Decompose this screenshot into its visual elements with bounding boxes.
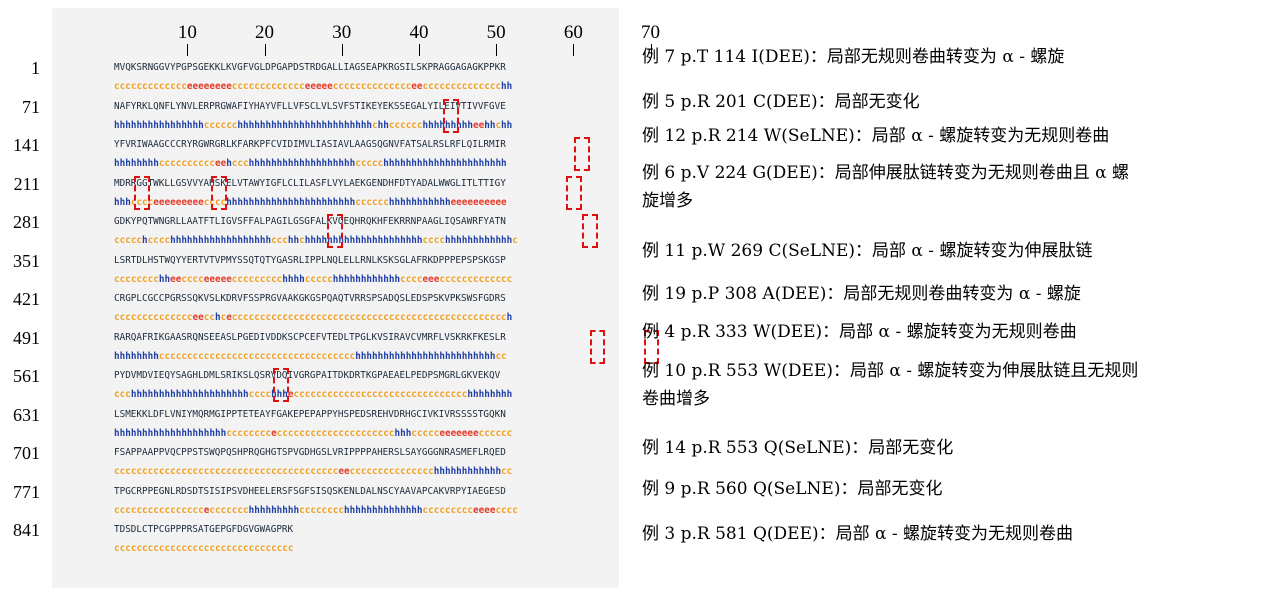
amino-acid-sequence: RARQAFRIKGAASRQNSEEASLPGEDIVDDKSCPCEFVTE… <box>114 331 506 343</box>
secondary-structure-line: cccccccccccccccccccccccccccccccc <box>114 543 294 554</box>
row-start-number: 561 <box>13 366 40 386</box>
ruler-tick <box>573 44 575 56</box>
amino-acid-sequence: LSMEKKLDFLVNIYMQRMGIPPTETEAYFGAKEPEPAPPY… <box>114 408 506 420</box>
amino-acid-sequence: TPGCRPPEGNLRDSDTSISIPSVDHEELERSFSGFSISQS… <box>114 485 506 497</box>
amino-acid-sequence: MVQKSRNGGVYPGPSGEKKLKVGFVGLDPGAPDSTRDGAL… <box>114 62 506 73</box>
amino-acid-sequence: GDKYPQTWNGRLLAATFTLIGVSFFALPAGILGSGFALKV… <box>114 216 506 227</box>
amino-acid-sequence: MDRRGGTWKLLGSVVYAHSKELVTAWYIGFLCLILASFLV… <box>114 177 506 189</box>
ruler-tick <box>264 44 266 56</box>
ruler-label: 10 <box>177 22 197 43</box>
mutation-note: 例 11 p.W 269 C(SeLNE)：局部 α - 螺旋转变为伸展肽链 <box>642 241 1093 261</box>
ruler-label: 40 <box>409 22 429 43</box>
mutation-marker <box>581 214 598 248</box>
amino-acid-sequence: FSAPPAAPPVQCPPSTSWQPQSHPRQGHGTSPVGDHGSLV… <box>114 447 506 458</box>
mutation-note: 例 10 p.R 553 W(DEE)：局部 α - 螺旋转变为伸展肽链且无规则 <box>642 361 1139 381</box>
row-start-number: 211 <box>13 173 40 194</box>
ruler-label: 70 <box>641 22 661 43</box>
secondary-structure-line: hhhhhhhhhhhhhhhhhhhhcccccccceccccccccccc… <box>114 427 513 439</box>
mutation-marker <box>134 175 150 210</box>
secondary-structure-line: cccccccchheecccceeeeeccccccccchhhhccccch… <box>114 273 513 285</box>
ruler-label: 50 <box>486 22 506 43</box>
secondary-structure-line: hhhcccceeeeeeeeecccchhhhhhhhhhhhhhhhhhhh… <box>114 196 507 208</box>
ruler-label: 60 <box>563 22 583 43</box>
mutation-marker <box>442 98 459 133</box>
mutation-note: 例 9 p.R 560 Q(SeLNE)：局部无变化 <box>642 479 943 499</box>
mutation-note: 例 6 p.V 224 G(DEE)：局部伸展肽链转变为无规则卷曲且 α 螺 <box>642 163 1130 183</box>
ruler-label: 20 <box>255 22 275 43</box>
row-start-number: 281 <box>13 212 40 232</box>
amino-acid-sequence: PYDVMDVIEQYSAGHLDMLSRIKSLQSRVDQIVGRGPAIT… <box>114 370 501 381</box>
secondary-structure-line: cccccccccccccccceccccccchhhhhhhhhccccccc… <box>114 504 518 516</box>
mutation-note: 例 7 p.T 114 I(DEE)：局部无规则卷曲转变为 α - 螺旋 <box>642 47 1065 67</box>
sequence-panel: 10 20 30 40 50 60 70 1 MVQKSRNGGVYPGPSGEKKLKVGF… <box>13 8 660 588</box>
mutation-marker <box>566 175 583 210</box>
amino-acid-sequence: LSRTDLHSTWQYYERTVTVPMYSSQTQTYGASRLIPPLNQ… <box>114 254 506 266</box>
ruler-tick <box>418 44 420 56</box>
mutation-marker <box>327 214 343 248</box>
mutation-note: 例 12 p.R 214 W(SeLNE)：局部 α - 螺旋转变为无规则卷曲 <box>642 126 1110 146</box>
secondary-structure-line: ccccchcccchhhhhhhhhhhhhhhhhhccchhchhhhhh… <box>114 235 518 246</box>
secondary-structure-line: hhhhhhhhcccccccccccccccccccccccccccccccc… <box>114 350 507 362</box>
ruler-tick <box>187 44 189 56</box>
amino-acid-sequence: NAFYRKLQNFLYNVLERPRGWAFIYHAYVFLLVFSCLVLS… <box>114 100 506 112</box>
mutation-marker <box>273 368 289 402</box>
ruler-tick <box>341 44 343 56</box>
mutation-marker <box>589 329 606 364</box>
ruler-tick <box>650 44 652 56</box>
row-start-number: 771 <box>13 481 40 502</box>
secondary-structure-line: ccccccccccccceeeeeeeeccccccccccccceeeeec… <box>114 81 513 92</box>
mutation-marker <box>643 329 660 364</box>
secondary-structure-line: hhhhhhhhcccccccccceehccchhhhhhhhhhhhhhhh… <box>114 158 507 169</box>
mutation-marker <box>211 175 228 210</box>
row-start-number: 141 <box>13 135 40 155</box>
mutation-note: 例 3 p.R 581 Q(DEE)：局部 α - 螺旋转变为无规则卷曲 <box>642 524 1074 544</box>
amino-acid-sequence: YFVRIWAAGCCCRYRGWRGRLKFARKPFCVIDIMVLIASI… <box>114 139 506 150</box>
mutation-note: 例 14 p.R 553 Q(SeLNE)：局部无变化 <box>642 438 954 458</box>
amino-acid-sequence: CRGPLCGCCPGRSSQKVSLKDRVFSSPRGVAAKGKGSPQA… <box>114 293 506 304</box>
row-start-number: 351 <box>13 250 40 271</box>
ruler-tick <box>496 44 498 56</box>
secondary-structure-line: cccccccccccccceecchceccccccccccccccccccc… <box>114 312 513 323</box>
mutation-note: 例 5 p.R 201 C(DEE)：局部无变化 <box>642 92 920 112</box>
amino-acid-sequence: TDSDLCTPCGPPPRSATGEPGFDGVGWAGPRK <box>114 524 294 535</box>
secondary-structure-line: cccccccccccccccccccccccccccccccccccccccc… <box>114 466 513 477</box>
mutation-note: 例 19 p.P 308 A(DEE)：局部无规则卷曲转变为 α - 螺旋 <box>642 284 1081 304</box>
row-start-number: 1 <box>31 58 40 78</box>
ruler-label: 30 <box>332 22 352 43</box>
row-start-number: 491 <box>13 327 40 348</box>
mutation-note: 例 4 p.R 333 W(DEE)：局部 α - 螺旋转变为无规则卷曲 <box>642 322 1077 342</box>
secondary-structure-line: hhhhhhhhhhhhhhhhcccccchhhhhhhhhhhhhhhhhh… <box>114 119 513 131</box>
mutation-note: 卷曲增多 <box>642 389 710 409</box>
secondary-structure-line: ccchhhhhhhhhhhhhhhhhhhhhcccchhhecccccccc… <box>114 389 513 400</box>
row-start-number: 71 <box>22 96 40 117</box>
row-start-number: 421 <box>13 289 40 309</box>
row-start-number: 841 <box>13 520 40 540</box>
mutation-note: 旋增多 <box>642 191 693 211</box>
row-start-number: 701 <box>13 443 40 463</box>
row-start-number: 631 <box>13 404 40 425</box>
mutation-marker <box>574 137 590 171</box>
